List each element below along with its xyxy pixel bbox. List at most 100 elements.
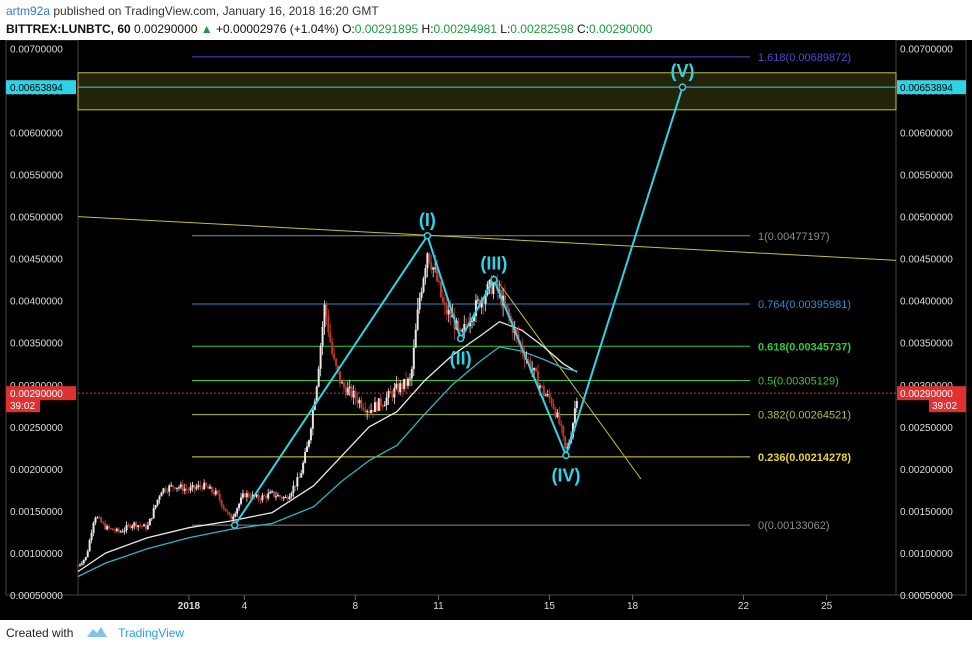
- candle-body: [490, 280, 493, 294]
- symbol-info-bar: BITTREX:LUNBTC, 60 0.00290000 ▲ +0.00002…: [6, 22, 652, 36]
- candle-body: [294, 485, 297, 487]
- candle-body: [174, 487, 177, 489]
- candle-body: [422, 278, 425, 292]
- candle-body: [540, 385, 543, 387]
- candle-body: [189, 487, 192, 491]
- candle-body: [282, 497, 285, 499]
- fib-ratio: 1.618: [758, 52, 786, 64]
- candle-body: [210, 486, 213, 493]
- candle-body: [346, 388, 349, 395]
- candle-body: [123, 530, 126, 532]
- y-tick-label-right: 0.00550000: [900, 171, 953, 182]
- price-marker-right: [897, 386, 966, 401]
- candle-body: [241, 493, 244, 498]
- footer: Created with TradingView: [6, 626, 184, 641]
- candle-body: [230, 514, 233, 520]
- candle-body: [368, 411, 371, 413]
- fib-value: 0.00345737: [789, 341, 847, 353]
- x-tick-label: 8: [353, 601, 359, 612]
- price-change: +0.00002976 (+1.04%): [216, 22, 339, 36]
- candle-body: [271, 491, 274, 493]
- tradingview-link[interactable]: TradingView: [118, 626, 185, 640]
- candle-body: [381, 406, 384, 408]
- candle-body: [137, 525, 140, 528]
- candle-body: [150, 518, 153, 520]
- candle-body: [472, 316, 475, 321]
- fib-value: 0.00689872: [789, 52, 847, 64]
- candle-body: [315, 386, 318, 402]
- candle-body: [156, 499, 159, 506]
- y-tick-label-left: 0.00100000: [10, 549, 63, 560]
- candle-body: [339, 371, 342, 384]
- candle-body: [383, 404, 386, 407]
- y-tick-label-left: 0.00450000: [10, 255, 63, 266]
- candle-body: [121, 531, 124, 533]
- moving-average-line: [77, 320, 578, 573]
- trendline: [499, 283, 642, 480]
- candle-body: [226, 511, 229, 513]
- candle-body: [331, 341, 334, 355]
- candle-body: [98, 517, 101, 519]
- y-tick-label-left: 0.00150000: [10, 507, 63, 518]
- close-value: 0.00290000: [589, 22, 653, 36]
- price-marker-left: [6, 386, 76, 401]
- candle-body: [273, 491, 276, 497]
- candle-body: [111, 528, 114, 531]
- candle-body: [562, 425, 565, 437]
- x-tick-label: 2018: [178, 601, 201, 612]
- low-label: L:: [500, 22, 511, 36]
- fib-level-label: 0.764(0.00395981): [758, 299, 851, 311]
- candle-body: [257, 494, 260, 500]
- candle-body: [352, 390, 355, 398]
- candle-body: [199, 485, 202, 487]
- fib-ratio: 1: [758, 231, 764, 243]
- y-tick-label-right: 0.00450000: [900, 255, 953, 266]
- candle-body: [484, 294, 487, 304]
- price-chart[interactable]: 0.007000000.007000000.006500000.00650000…: [0, 40, 972, 620]
- elliott-wave-path: [233, 86, 684, 526]
- candle-body: [406, 378, 409, 386]
- candle-body: [505, 304, 508, 309]
- y-tick-label-left: 0.00200000: [10, 465, 63, 476]
- candle-body: [146, 525, 149, 530]
- candle-body: [358, 400, 361, 404]
- candle-body: [78, 564, 81, 566]
- candle-body: [222, 505, 225, 509]
- candle-body: [548, 393, 551, 399]
- y-tick-label-left: 0.00600000: [10, 129, 63, 140]
- author-link[interactable]: artm92a: [6, 4, 51, 18]
- candle-body: [507, 308, 510, 317]
- candle-body: [558, 412, 561, 424]
- candle-body: [298, 477, 301, 479]
- candle-body: [375, 402, 378, 411]
- change-up-icon: ▲: [200, 22, 213, 36]
- candle-body: [424, 268, 427, 279]
- candle-body: [333, 354, 336, 360]
- candle-body: [471, 320, 474, 322]
- candle-body: [387, 391, 390, 398]
- candle-body: [261, 495, 264, 501]
- candle-body: [175, 487, 178, 489]
- candle-body: [108, 526, 111, 529]
- candle-body: [265, 495, 268, 499]
- target-zone: [77, 72, 897, 111]
- candle-body: [203, 482, 206, 490]
- fib-ratio: 0: [758, 520, 764, 532]
- candle-body: [197, 485, 200, 488]
- y-tick-label-right: 0.00700000: [900, 44, 953, 55]
- candle-body: [201, 486, 204, 490]
- left-price-axis: [5, 40, 79, 596]
- candle-body: [212, 492, 215, 495]
- candle-body: [335, 359, 338, 366]
- wave-label: (II): [450, 349, 472, 369]
- candle-body: [412, 347, 415, 370]
- y-tick-label-left: 0.00500000: [10, 213, 63, 224]
- candle-body: [438, 281, 441, 283]
- candle-body: [325, 304, 328, 317]
- candle-body: [166, 491, 169, 493]
- countdown-left: [6, 399, 40, 413]
- candle-body: [414, 329, 417, 348]
- candle-body: [160, 492, 163, 497]
- fib-value: 0.00214278: [789, 452, 847, 464]
- candle-body: [296, 477, 299, 487]
